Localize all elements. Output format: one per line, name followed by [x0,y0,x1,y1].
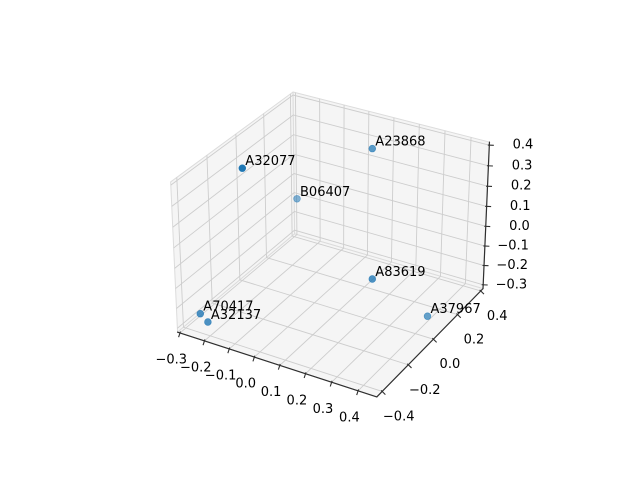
x-grid-line [279,117,395,366]
y-tick-label: 0.2 [464,333,485,348]
y-axis-line [376,288,484,398]
axis-lines [176,141,491,398]
z-tick-label: −0.1 [497,239,529,254]
x-grid-line [204,98,321,342]
z-tick-label: −0.3 [496,277,528,292]
y-tick-label: 0.4 [487,309,508,324]
x-axis-line [176,331,378,398]
x-grid-line [331,130,446,383]
z-tick-label: 0.1 [510,199,531,214]
z-grid-line [173,153,487,249]
y-grid-line [263,113,458,316]
point-label-A83619: A83619 [375,265,425,280]
x-tick [252,355,256,362]
y-tick [406,363,412,369]
z-grid-line [172,134,488,228]
scatter-points [196,144,432,326]
z-axis-line [482,141,491,290]
z-tick-label: 0.3 [512,158,533,173]
x-tick-label: 0.2 [287,393,308,408]
data-point-B06407 [293,195,301,203]
y-tick [479,289,485,295]
z-grid-line [177,229,484,329]
grid-lines [170,92,490,392]
z-grid-line [170,94,490,186]
x-tick-label: 0.3 [313,402,334,417]
x-tick [202,339,206,346]
y-grid-line [206,155,409,366]
x-grid-line [305,124,420,375]
y-grid-line [235,133,434,340]
point-label-A37967: A37967 [431,302,481,317]
z-grid-line [171,114,489,207]
data-point-A32137 [204,318,212,326]
x-tick-label: −0.3 [156,353,188,368]
x-grid-line [357,137,472,392]
x-tick-label: −0.1 [205,369,237,384]
z-tick-label: −0.2 [496,258,528,273]
x-tick [329,380,333,387]
x-tick-label: 0.0 [235,377,256,392]
z-tick-label: 0.4 [513,138,534,153]
x-tick [356,389,360,396]
y-tick [380,389,386,395]
axis-ticks: −0.3−0.2−0.10.00.10.20.30.4 −0.4−0.20.00.… [156,138,534,426]
data-point-A32077 [238,164,247,172]
y-tick [431,337,438,343]
x-grid-line [179,92,298,334]
z-tick-label: 0.2 [511,179,532,194]
x-tick [178,331,181,338]
point-label-A70417: A70417 [203,300,253,315]
y-grid-line [289,93,481,292]
data-point-A83619 [368,275,376,283]
x-tick [227,347,231,354]
axes-panes [170,91,490,398]
z-tick-label: 0.0 [509,219,530,234]
x-tick-label: −0.2 [180,361,212,376]
x-tick [303,372,307,379]
data-point-A70417 [196,310,205,318]
x-tick-label: 0.4 [339,410,360,425]
z-grid-line [176,210,485,309]
x-tick-label: 0.1 [261,385,282,400]
z-grid-line [174,173,486,269]
y-tick-label: 0.0 [440,357,461,372]
data-point-A37967 [423,312,432,320]
point-label-A32137: A32137 [211,308,261,323]
z-grid-line [175,192,486,289]
data-point-A23868 [368,144,376,153]
point-label-B06407: B06407 [300,185,350,200]
x-grid-line [228,104,345,350]
x-tick [277,363,281,370]
point-label-A32077: A32077 [245,154,295,169]
y-grid-line [176,177,383,392]
point-label-A23868: A23868 [375,135,425,150]
y-tick [456,313,462,319]
y-tick-label: −0.2 [409,383,441,398]
x-grid-line [254,111,370,358]
y-tick-label: −0.4 [383,410,415,425]
